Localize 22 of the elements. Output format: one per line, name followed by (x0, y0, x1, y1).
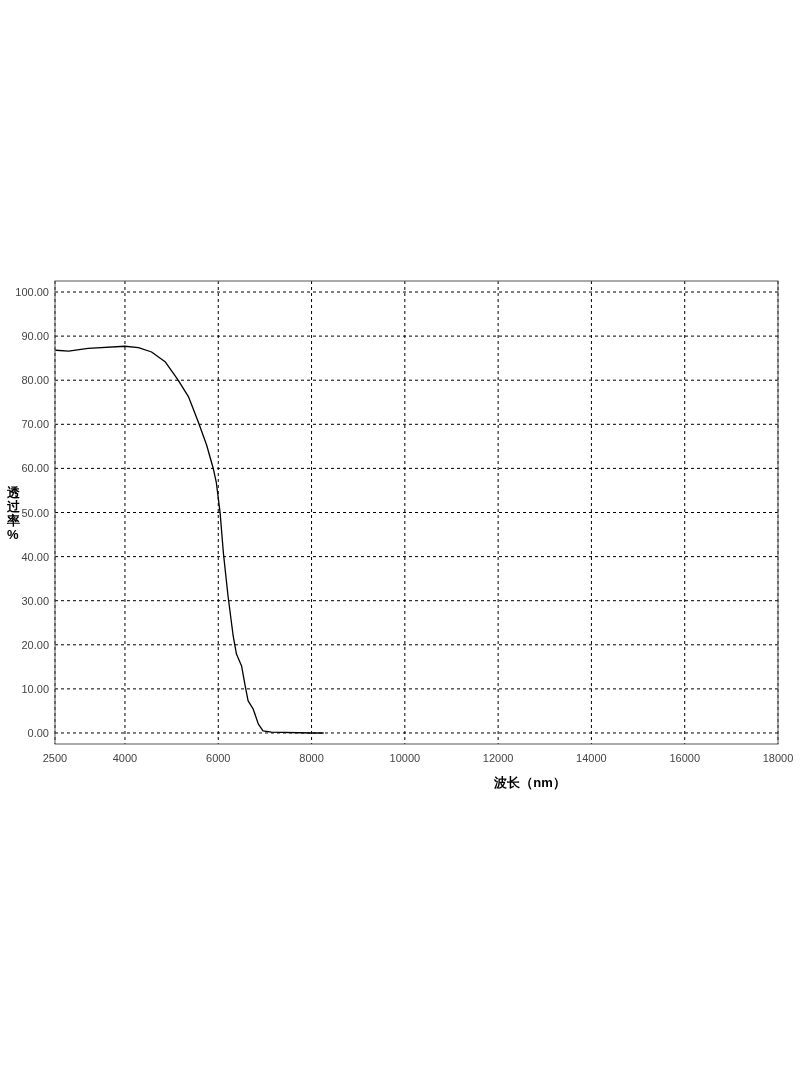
y-tick-label: 100.00 (15, 286, 49, 299)
x-tick-label: 8000 (299, 752, 324, 764)
x-tick-label: 14000 (576, 752, 607, 764)
y-tick-label: 70.00 (21, 418, 49, 431)
x-tick-label: 18000 (762, 752, 794, 764)
x-tick-label: 16000 (669, 752, 701, 764)
y-tick-label: 80.00 (21, 374, 49, 387)
y-tick-label: 60.00 (21, 462, 49, 475)
y-tick-label: 0.00 (27, 726, 49, 739)
y-tick-label: 30.00 (21, 594, 49, 607)
x-tick-label: 12000 (482, 752, 514, 764)
y-tick-label: 40.00 (21, 550, 49, 563)
y-tick-label: 90.00 (21, 330, 49, 343)
y-axis-title: 透过率% (6, 484, 21, 542)
x-tick-label: 2500 (42, 752, 68, 764)
y-tick-label: 50.00 (21, 506, 49, 519)
y-tick-label: 10.00 (21, 682, 49, 695)
x-tick-label: 6000 (206, 752, 231, 764)
x-tick-label: 4000 (112, 752, 138, 764)
x-tick-label: 10000 (389, 752, 421, 764)
x-axis-title: 波长（nm） (493, 775, 566, 790)
y-tick-label: 20.00 (21, 638, 49, 651)
